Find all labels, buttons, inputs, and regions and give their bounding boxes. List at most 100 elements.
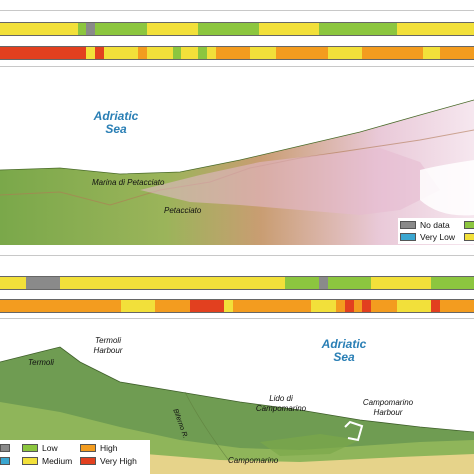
risk-segment-high: [284, 47, 294, 59]
risk-segment-medium: [465, 23, 474, 35]
bottom-divider: [0, 255, 474, 256]
risk-segment-low: [77, 23, 87, 35]
risk-segment-low: [172, 47, 182, 59]
risk-segment-very-high: [60, 47, 69, 59]
risk-segment-medium: [276, 277, 285, 289]
top-risk-bar-2: [0, 46, 474, 60]
risk-segment-medium: [17, 277, 26, 289]
risk-segment-medium: [310, 300, 320, 312]
risk-segment-low: [370, 23, 380, 35]
top-risk-bar-1: [0, 22, 474, 36]
risk-segment-medium: [155, 277, 164, 289]
risk-segment-high: [94, 300, 104, 312]
risk-segment-high: [241, 47, 251, 59]
risk-segment-high: [8, 300, 18, 312]
place-lido-text: Lido di Campomarino: [255, 394, 307, 413]
risk-segment-medium: [0, 277, 9, 289]
risk-segment-high: [60, 300, 69, 312]
risk-segment-high: [241, 300, 251, 312]
risk-segment-medium: [34, 23, 44, 35]
risk-segment-medium: [120, 277, 130, 289]
risk-segment-medium: [129, 300, 138, 312]
risk-segment-low: [362, 23, 371, 35]
risk-segment-medium: [439, 23, 449, 35]
risk-segment-medium: [60, 23, 69, 35]
risk-segment-low: [207, 23, 216, 35]
risk-segment-high: [396, 47, 406, 59]
bottom-sea-text: Adriatic Sea: [321, 337, 367, 364]
risk-segment-medium: [43, 23, 52, 35]
risk-segment-medium: [293, 23, 302, 35]
risk-segment-high: [465, 300, 474, 312]
risk-segment-very-high: [215, 300, 225, 312]
risk-segment-very-high: [431, 300, 440, 312]
risk-segment-low: [388, 23, 397, 35]
risk-segment-high: [293, 300, 302, 312]
risk-segment-medium: [370, 277, 380, 289]
risk-segment-very-high: [17, 47, 26, 59]
risk-segment-medium: [172, 277, 182, 289]
risk-segment-high: [138, 47, 147, 59]
risk-segment-medium: [422, 277, 432, 289]
risk-segment-medium: [112, 277, 121, 289]
risk-segment-medium: [189, 47, 199, 59]
risk-segment-very-high: [69, 47, 78, 59]
top-divider: [0, 10, 474, 11]
risk-segment-medium: [94, 277, 104, 289]
risk-segment-low: [327, 23, 337, 35]
risk-segment-medium: [379, 277, 389, 289]
risk-segment-medium: [129, 277, 138, 289]
risk-segment-low: [310, 277, 320, 289]
risk-segment-medium: [155, 47, 164, 59]
risk-segment-high: [51, 300, 61, 312]
risk-segment-medium: [301, 23, 311, 35]
legend-swatch-low: [22, 444, 38, 452]
risk-segment-low: [457, 277, 466, 289]
risk-segment-high: [103, 300, 113, 312]
risk-segment-medium: [146, 277, 156, 289]
risk-segment-medium: [327, 300, 337, 312]
risk-segment-medium: [431, 23, 440, 35]
risk-segment-low: [103, 23, 113, 35]
legend-swatch-partial-b: [0, 457, 10, 465]
risk-segment-very-high: [362, 300, 371, 312]
risk-segment-high: [69, 300, 78, 312]
risk-segment-high: [163, 300, 173, 312]
risk-segment-low: [431, 277, 440, 289]
risk-segment-high: [172, 300, 182, 312]
risk-segment-medium: [8, 23, 18, 35]
legend-swatch-medium: [22, 457, 38, 465]
risk-segment-medium: [181, 23, 190, 35]
legend-label-very-high: Very High: [100, 456, 137, 466]
legend-swatch-high: [80, 444, 96, 452]
risk-segment-high: [17, 300, 26, 312]
risk-segment-medium: [51, 23, 61, 35]
risk-segment-medium: [422, 23, 432, 35]
risk-segment-medium: [396, 23, 406, 35]
legend-swatch-medium-partial: [464, 233, 474, 241]
risk-segment-high: [0, 300, 9, 312]
risk-segment-medium: [189, 277, 199, 289]
risk-segment-medium: [250, 277, 259, 289]
risk-segment-very-high: [77, 47, 87, 59]
risk-segment-medium: [224, 300, 233, 312]
risk-segment-medium: [146, 300, 156, 312]
risk-segment-high: [465, 47, 474, 59]
risk-segment-low: [448, 277, 458, 289]
place-lido-di-campomarino: Lido di Campomarino: [254, 394, 308, 414]
risk-segment-high: [439, 47, 449, 59]
risk-segment-medium: [69, 23, 78, 35]
risk-segment-no-data: [86, 23, 95, 35]
bottom-legend: Low High Medium Very High: [0, 440, 150, 474]
risk-segment-medium: [172, 23, 182, 35]
risk-segment-medium: [327, 47, 337, 59]
top-bar-divider: [0, 66, 474, 67]
risk-segment-medium: [77, 277, 87, 289]
place-marina-di-petacciato: Marina di Petacciato: [92, 178, 165, 187]
bottom-bar-divider: [0, 318, 474, 319]
risk-segment-medium: [120, 300, 130, 312]
risk-segment-high: [388, 47, 397, 59]
risk-segment-low: [353, 23, 363, 35]
legend-label-medium: Medium: [42, 456, 73, 466]
risk-segment-medium: [198, 277, 207, 289]
